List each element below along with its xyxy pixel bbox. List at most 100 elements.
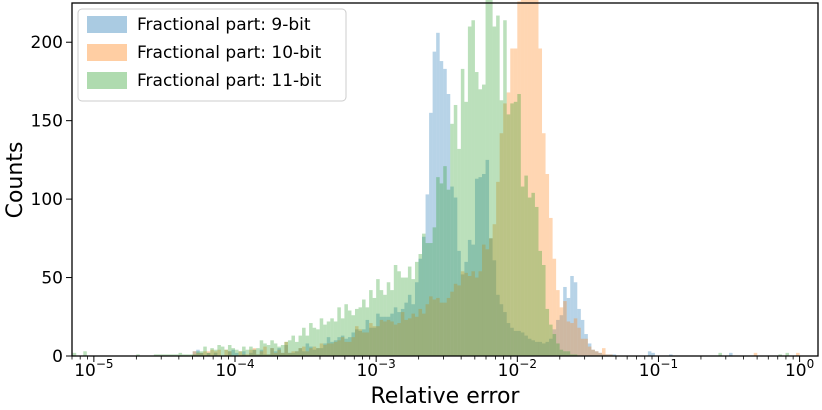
hist-bar-9bit bbox=[206, 352, 211, 356]
hist-bar-9bit bbox=[591, 349, 595, 356]
hist-bar-11bit bbox=[559, 349, 564, 356]
hist-bar-10bit bbox=[563, 301, 567, 356]
hist-bar-11bit bbox=[189, 354, 193, 356]
hist-bar-10bit bbox=[284, 341, 288, 356]
y-tick-label: 50 bbox=[41, 269, 63, 289]
hist-bar-10bit bbox=[298, 348, 303, 356]
hist-bar-9bit bbox=[337, 337, 341, 356]
hist-bar-10bit bbox=[478, 271, 483, 356]
hist-bar-10bit bbox=[393, 324, 398, 356]
hist-bar-10bit bbox=[369, 323, 373, 356]
hist-bar-11bit bbox=[309, 323, 313, 356]
hist-bar-11bit bbox=[210, 348, 214, 356]
hist-bar-9bit bbox=[510, 327, 514, 356]
hist-bar-10bit bbox=[256, 354, 260, 356]
hist-bar-10bit bbox=[584, 338, 588, 356]
hist-bar-10bit bbox=[517, 1, 521, 357]
hist-bar-11bit bbox=[538, 250, 543, 356]
hist-bar-11bit bbox=[436, 177, 440, 356]
hist-bar-11bit bbox=[175, 354, 179, 356]
hist-bar-11bit bbox=[369, 290, 373, 356]
x-tick-label: 10−4 bbox=[215, 357, 254, 381]
y-axis-title: Counts bbox=[3, 142, 28, 219]
hist-bar-10bit bbox=[386, 319, 391, 356]
hist-bar-9bit bbox=[192, 351, 197, 356]
plot-frame bbox=[71, 2, 819, 357]
x-tick-label: 10−5 bbox=[74, 357, 113, 381]
hist-bar-11bit bbox=[305, 335, 310, 356]
hist-bar-11bit bbox=[217, 345, 221, 356]
hist-bar-11bit bbox=[365, 307, 370, 356]
hist-bar-9bit bbox=[478, 177, 483, 356]
hist-bar-10bit bbox=[305, 351, 310, 356]
hist-bar-11bit bbox=[453, 104, 458, 356]
hist-bar-9bit bbox=[365, 319, 370, 356]
legend-swatch-11bit bbox=[87, 72, 127, 89]
hist-bar-10bit bbox=[753, 352, 758, 356]
hist-bar-10bit bbox=[210, 349, 214, 356]
hist-bar-11bit bbox=[199, 351, 204, 356]
hist-bar-9bit bbox=[524, 335, 528, 356]
legend-label-9bit: Fractional part: 9-bit bbox=[137, 15, 311, 35]
hist-bar-9bit bbox=[263, 354, 267, 356]
hist-bar-11bit bbox=[432, 227, 437, 356]
hist-bar-11bit bbox=[235, 349, 239, 356]
x-tick-label: 10−3 bbox=[356, 357, 395, 381]
hist-bar-11bit bbox=[178, 352, 183, 356]
hist-bar-11bit bbox=[425, 243, 430, 356]
legend-label-10bit: Fractional part: 10-bit bbox=[137, 43, 322, 63]
hist-bar-9bit bbox=[418, 258, 423, 356]
hist-bar-11bit bbox=[182, 354, 186, 356]
hist-bar-10bit bbox=[429, 296, 433, 356]
hist-bar-10bit bbox=[242, 354, 246, 356]
hist-bar-9bit bbox=[287, 352, 292, 356]
hist-bar-9bit bbox=[482, 174, 486, 356]
hist-bar-11bit bbox=[224, 349, 228, 356]
hist-bar-9bit bbox=[531, 340, 535, 356]
hist-bar-10bit bbox=[545, 174, 550, 356]
hist-bar-9bit bbox=[351, 332, 355, 356]
hist-bar-11bit bbox=[185, 354, 190, 356]
hist-bar-9bit bbox=[270, 348, 274, 356]
hist-bar-11bit bbox=[718, 352, 722, 356]
hist-bar-11bit bbox=[326, 321, 331, 356]
hist-bar-9bit bbox=[390, 313, 394, 356]
hist-bar-9bit bbox=[566, 297, 571, 356]
hist-bar-9bit bbox=[291, 352, 295, 356]
hist-bar-11bit bbox=[220, 346, 225, 356]
hist-bar-10bit bbox=[460, 271, 465, 356]
hist-bar-10bit bbox=[485, 249, 490, 356]
hist-bar-9bit bbox=[199, 352, 204, 356]
hist-bar-10bit bbox=[347, 341, 352, 356]
hist-bar-9bit bbox=[362, 329, 366, 356]
hist-bar-10bit bbox=[524, 0, 528, 356]
hist-bar-9bit bbox=[231, 349, 236, 356]
hist-bar-9bit bbox=[499, 304, 504, 356]
hist-bar-11bit bbox=[496, 15, 500, 357]
hist-bar-11bit bbox=[542, 265, 546, 356]
hist-bar-9bit bbox=[326, 337, 331, 356]
hist-bar-9bit bbox=[383, 316, 387, 356]
hist-bar-10bit bbox=[425, 304, 430, 356]
hist-bar-9bit bbox=[584, 334, 588, 356]
hist-bar-11bit bbox=[277, 346, 281, 356]
hist-bar-10bit bbox=[362, 332, 366, 356]
hist-bar-9bit bbox=[485, 159, 490, 356]
legend-label-11bit: Fractional part: 11-bit bbox=[137, 71, 322, 91]
hist-bar-9bit bbox=[538, 341, 543, 356]
hist-bar-9bit bbox=[347, 337, 352, 356]
hist-bar-11bit bbox=[280, 345, 285, 356]
hist-bar-9bit bbox=[598, 352, 602, 356]
hist-bar-9bit bbox=[587, 343, 592, 356]
hist-bar-10bit bbox=[280, 352, 285, 356]
hist-bar-9bit bbox=[594, 351, 599, 356]
hist-bar-9bit bbox=[545, 341, 550, 356]
hist-bar-9bit bbox=[552, 329, 557, 356]
hist-bar-9bit bbox=[556, 319, 560, 356]
hist-bar-9bit bbox=[503, 312, 507, 356]
hist-bar-9bit bbox=[542, 343, 546, 356]
hist-bar-10bit bbox=[580, 338, 585, 356]
hist-bar-11bit bbox=[273, 343, 278, 356]
y-axis-ticks: 0 50 100 150 200 bbox=[31, 33, 72, 367]
